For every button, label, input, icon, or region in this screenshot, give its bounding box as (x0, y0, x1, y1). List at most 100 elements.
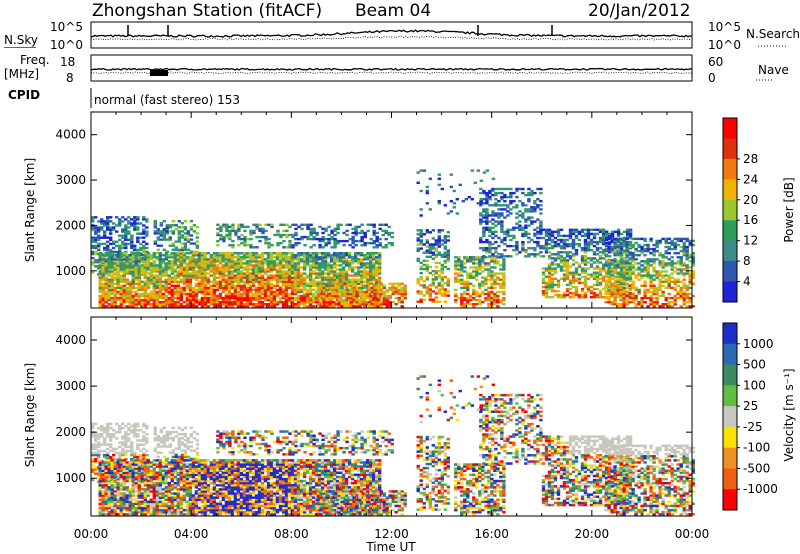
power-cell (506, 228, 510, 231)
power-cell (328, 298, 332, 302)
power-cell (607, 281, 612, 285)
power-cell (248, 288, 253, 292)
power-cell (369, 272, 373, 275)
power-cell (527, 253, 531, 256)
power-cell (272, 266, 277, 269)
power-cell (149, 290, 153, 294)
power-cell (403, 292, 407, 296)
power-cell (236, 284, 241, 287)
power-cell (321, 246, 325, 249)
power-cell (625, 303, 629, 306)
power-cell (378, 296, 382, 300)
power-cell (484, 298, 488, 302)
power-cell (354, 227, 358, 231)
power-cell (116, 262, 120, 265)
power-cell (676, 278, 680, 281)
power-cell (237, 235, 241, 239)
power-cell (385, 290, 389, 294)
power-cell (296, 268, 301, 271)
power-cell (369, 276, 373, 279)
power-cell (571, 244, 576, 248)
power-cell (466, 274, 470, 277)
power-cell (218, 296, 223, 300)
power-cell (358, 303, 362, 306)
power-cell (118, 244, 122, 248)
power-cell (506, 232, 510, 236)
power-cell (571, 228, 576, 231)
power-cell (673, 237, 677, 241)
power-cell (275, 262, 280, 265)
power-cell (425, 231, 429, 234)
power-cell (137, 301, 141, 304)
power-cell (218, 258, 223, 261)
power-cell (142, 232, 146, 235)
power-cell (376, 305, 380, 308)
power-cell (643, 282, 647, 285)
power-cell (478, 298, 482, 302)
power-cell (173, 258, 177, 261)
power-cell (479, 220, 483, 223)
power-cell (658, 262, 662, 265)
power-cell (158, 260, 162, 263)
power-cell (131, 286, 135, 290)
power-cell (382, 303, 386, 306)
power-cell (530, 220, 534, 223)
power-cell (352, 296, 356, 300)
power-cell (183, 228, 188, 231)
power-cell (296, 294, 301, 298)
power-cell (378, 280, 382, 283)
power-cell (251, 288, 256, 292)
power-cell (97, 230, 101, 233)
power-cell (239, 303, 244, 306)
power-cell (107, 258, 111, 261)
power-cell (583, 247, 588, 250)
power-cell (182, 260, 187, 263)
power-cell (503, 204, 507, 207)
power-cell (134, 282, 138, 285)
power-cell (215, 284, 220, 287)
power-cell (242, 254, 247, 257)
power-cell (161, 270, 165, 273)
power-cell (119, 278, 123, 281)
power-cell (601, 269, 606, 272)
power-cell (143, 252, 147, 255)
power-cell (375, 301, 379, 304)
power-cell (287, 301, 292, 304)
power-cell (200, 301, 205, 304)
power-cell (158, 272, 162, 275)
power-cell (267, 223, 271, 226)
power-cell (100, 218, 104, 221)
power-cell (104, 282, 108, 285)
power-cell (218, 294, 223, 298)
power-cell (287, 294, 292, 298)
power-cell (331, 301, 335, 304)
power-cell (197, 270, 202, 273)
power-cell (324, 237, 328, 241)
power-cell (269, 301, 274, 304)
power-cell (104, 280, 108, 283)
power-cell (110, 274, 114, 277)
power-cell (284, 262, 289, 265)
power-cell (200, 254, 205, 257)
power-cell (91, 218, 95, 221)
power-cell (574, 251, 579, 254)
power-cell (263, 268, 268, 271)
power-cell (676, 268, 680, 271)
power-cell (350, 278, 355, 281)
power-cell (182, 252, 187, 255)
power-cell (311, 258, 316, 261)
power-cell (269, 298, 274, 302)
power-cell (631, 254, 635, 257)
power-cell (478, 286, 482, 290)
power-cell (320, 280, 325, 283)
power-cell (254, 303, 259, 306)
freq-trace (90, 67, 693, 71)
power-cell (655, 258, 659, 261)
power-cell (619, 286, 623, 290)
power-cell (340, 292, 344, 296)
power-cell (251, 274, 256, 277)
power-cell (149, 294, 153, 298)
power-cell (502, 262, 506, 265)
power-cell (375, 258, 379, 261)
